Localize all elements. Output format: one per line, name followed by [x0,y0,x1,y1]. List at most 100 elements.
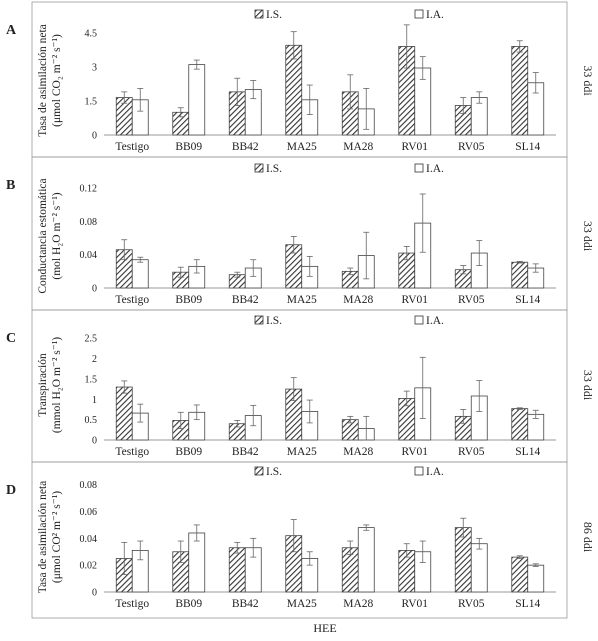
error-bar-is-sl14 [516,407,523,410]
error-bar-ia-testigo [137,540,144,561]
x-tick-label: MA28 [343,141,373,153]
error-bar-is-ma28 [347,415,354,424]
panel-frame [31,461,568,619]
y-tick-label: 0.04 [80,534,98,545]
x-tick-label: MA25 [287,141,317,153]
error-bar-is-bb09 [177,266,184,278]
x-tick-label: Testigo [115,294,149,306]
error-bar-is-testigo [121,541,128,575]
legend-swatch-is [254,9,264,19]
error-bar-ia-bb42 [250,259,257,277]
bar-ia-bb09 [188,532,206,593]
y-tick-label: 0 [92,284,97,295]
error-bar-ia-rv05 [476,380,483,412]
legend-swatch-ia [414,9,424,19]
x-tick-label: SL14 [515,141,540,153]
error-bar-is-bb42 [234,271,241,278]
y-tick-label: 1 [92,395,97,406]
panel-c: C Transpiración (mmol H₂O m⁻² s⁻¹) 33 ddi 0 0… [6,309,595,463]
y-tick-label: 0.08 [80,217,98,228]
y-tick-label: 2.5 [85,334,98,345]
legend-swatch-ia [414,315,424,325]
sampling-date-label: 86 ddi [581,522,595,553]
error-bar-is-ma25 [290,31,297,60]
y-tick-label: 3 [92,62,97,73]
x-tick-label: MA28 [343,446,373,458]
x-tick-label: RV05 [458,446,485,458]
error-bar-ia-bb09 [193,524,200,542]
y-tick-label: 0.02 [80,561,98,572]
y-tick-label: 0.5 [85,415,98,426]
error-bar-ia-bb09 [193,259,200,274]
error-bar-ia-bb42 [250,537,257,558]
error-bar-ia-sl14 [532,263,539,273]
x-tick-label: BB42 [232,598,259,610]
error-bar-ia-bb09 [193,59,200,70]
error-bar-is-ma25 [290,377,297,401]
bar-is-sl14 [511,261,529,289]
error-bar-ia-ma25 [306,399,313,424]
x-tick-label: MA28 [343,294,373,306]
legend-label-ia: I.A. [426,315,444,327]
y-tick-label: 0.04 [80,250,98,261]
y-tick-label: 0 [92,588,97,599]
error-bar-is-bb09 [177,107,184,118]
bar-is-sl14 [511,46,529,136]
panel-letter: D [6,483,16,498]
legend-label-is: I.S. [266,315,282,327]
legend-swatch-is [254,163,264,173]
y-tick-label: 0.08 [80,480,98,491]
x-tick-label: BB09 [175,446,202,458]
x-tick-label: MA28 [343,598,373,610]
error-bar-is-bb42 [234,541,241,554]
x-tick-label: SL14 [515,598,540,610]
legend-label-is: I.S. [266,466,282,478]
legend-label-is: I.S. [266,9,282,21]
error-bar-is-rv05 [460,97,467,114]
panel-letter: A [6,23,17,38]
x-tick-label: RV01 [401,294,428,306]
x-tick-label: MA25 [287,294,317,306]
y-axis-label-line: Conductancia estomática [37,178,49,293]
error-bar-is-bb42 [234,77,241,106]
error-bar-is-ma28 [347,267,354,276]
legend-swatch-is [254,315,264,325]
error-bar-ia-bb42 [250,80,257,100]
x-tick-label: BB42 [232,294,259,306]
x-tick-label: RV01 [401,446,428,458]
error-bar-ia-testigo [137,256,144,263]
x-tick-label: Testigo [115,141,149,153]
error-bar-ia-bb09 [193,404,200,421]
x-tick-label: RV05 [458,141,485,153]
bar-is-bb42 [228,547,246,593]
x-tick-label: RV05 [458,294,485,306]
y-tick-label: 0 [92,436,97,447]
error-bar-is-ma28 [347,540,354,555]
bar-ia-sl14 [527,564,545,593]
error-bar-is-bb42 [234,420,241,428]
error-bar-ia-rv01 [419,193,426,253]
error-bar-is-rv05 [460,517,467,538]
legend-label-ia: I.A. [426,9,444,21]
error-bar-is-sl14 [516,555,523,559]
error-bar-ia-ma25 [306,84,313,115]
error-bar-ia-sl14 [532,409,539,419]
error-bar-ia-ma28 [363,415,370,441]
x-tick-label: MA25 [287,598,317,610]
error-bar-is-rv01 [403,543,410,558]
panel-letter: C [6,331,16,346]
x-tick-label: BB42 [232,446,259,458]
error-bar-is-sl14 [516,40,523,53]
legend-label-ia: I.A. [426,163,444,175]
error-bar-ia-ma25 [306,551,313,566]
error-bar-is-rv01 [403,245,410,261]
error-bar-is-rv01 [403,24,410,69]
y-tick-label: 0 [92,131,97,142]
error-bar-ia-rv05 [476,91,483,104]
error-bar-ia-rv05 [476,240,483,266]
y-axis-label-line: (μmol CO₂ m⁻² s⁻¹) [51,34,63,127]
error-bar-ia-rv01 [419,56,426,80]
error-bar-is-rv05 [460,265,467,275]
x-tick-label: RV01 [401,141,428,153]
x-tick-label: Testigo [115,598,149,610]
